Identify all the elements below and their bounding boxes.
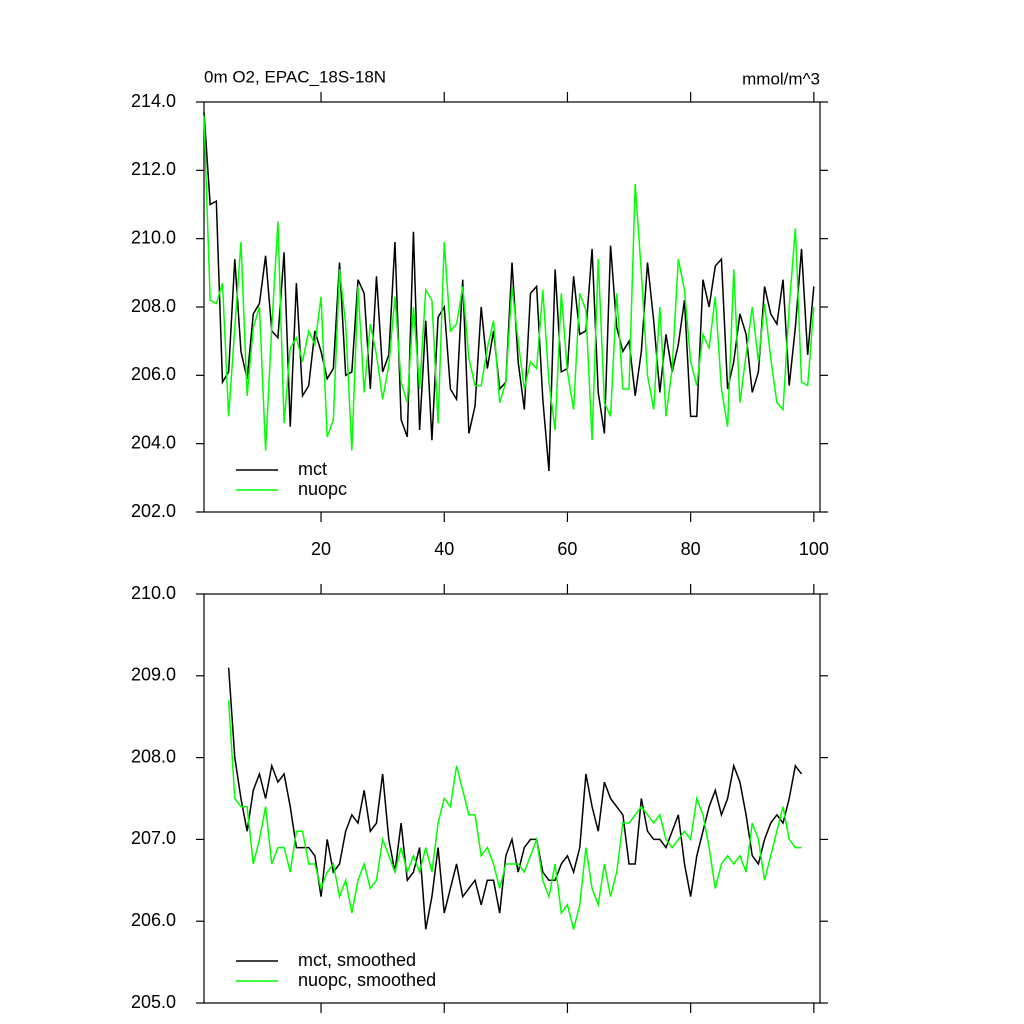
plot-frame	[203, 101, 821, 513]
series-line	[227, 667, 803, 930]
y-tick-label: 209.0	[131, 665, 176, 685]
legend-label: nuopc, smoothed	[298, 970, 436, 990]
series-line	[203, 115, 815, 451]
y-tick-label: 204.0	[131, 432, 176, 452]
x-tick-label: 80	[681, 539, 701, 559]
y-tick-label: 214.0	[131, 91, 176, 111]
chart-title: 0m O2, EPAC_18S-18N	[204, 67, 386, 86]
series-line	[227, 700, 802, 930]
y-tick-label: 206.0	[131, 364, 176, 384]
x-tick-label: 60	[557, 539, 577, 559]
legend-label: mct	[298, 459, 327, 479]
y-tick-label: 208.0	[131, 746, 176, 766]
y-tick-label: 208.0	[131, 296, 176, 316]
plot-frame	[203, 593, 821, 1004]
y-tick-label: 210.0	[131, 227, 176, 247]
series-line	[203, 112, 815, 472]
y-tick-label: 202.0	[131, 501, 176, 521]
x-tick-label: 100	[799, 539, 829, 559]
x-tick-label: 20	[311, 539, 331, 559]
legend-label: mct, smoothed	[298, 950, 416, 970]
y-tick-label: 210.0	[131, 583, 176, 603]
x-tick-label: 40	[434, 539, 454, 559]
y-tick-label: 205.0	[131, 992, 176, 1012]
y-tick-label: 207.0	[131, 828, 176, 848]
units-label: mmol/m^3	[742, 69, 820, 88]
y-tick-label: 212.0	[131, 159, 176, 179]
y-tick-label: 206.0	[131, 910, 176, 930]
legend-label: nuopc	[298, 479, 347, 499]
